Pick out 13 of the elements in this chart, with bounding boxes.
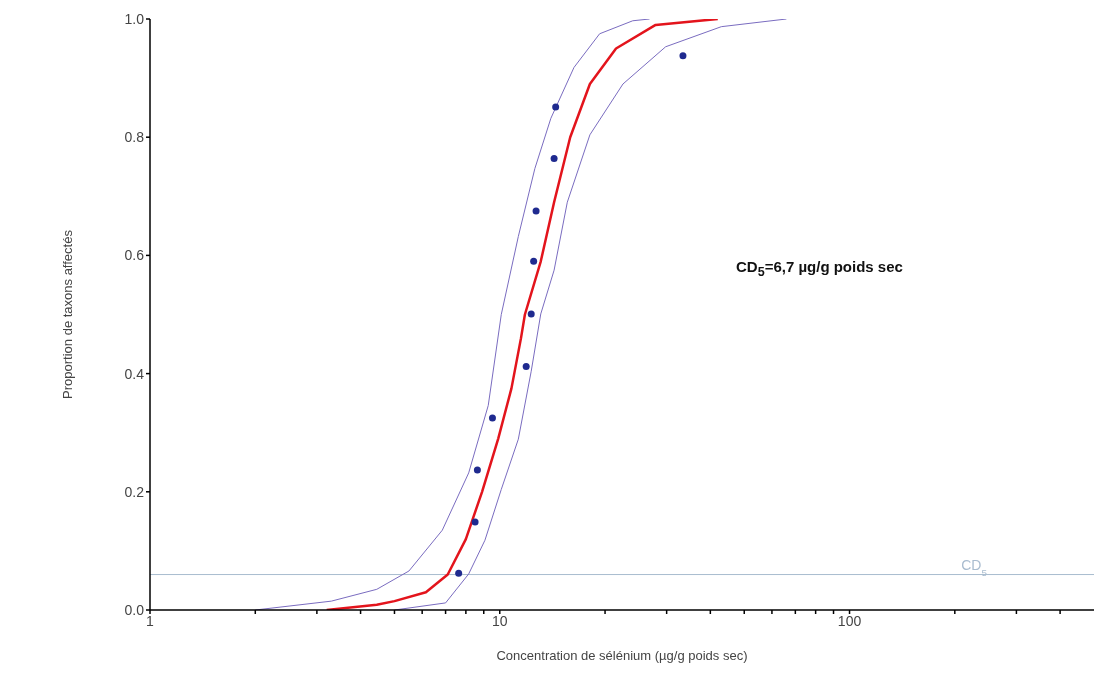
x-tick-label: 1 — [146, 612, 155, 629]
y-tick-label: 1.0 — [124, 10, 145, 27]
y-tick-label: 0.2 — [124, 483, 145, 500]
y-tick-label: 0.8 — [124, 129, 145, 146]
ref-line-label: CD$_{5}$ — [961, 556, 988, 578]
y-tick-label: 0.6 — [124, 247, 145, 264]
annotation: CD$_{5}$=6,7 µg/g poids sec — [736, 258, 903, 279]
y-tick-label: 0.0 — [124, 601, 145, 618]
y-tick-label: 0.4 — [124, 365, 145, 382]
y-axis-title: Proportion de taxons affectés — [59, 229, 75, 399]
x-tick-label: 100 — [837, 612, 862, 629]
x-axis-title: Concentration de sélénium (µg/g poids sec) — [496, 648, 748, 663]
x-tick-label: 10 — [491, 612, 508, 629]
